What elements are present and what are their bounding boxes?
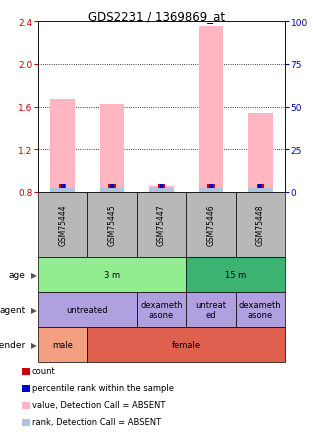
- Text: untreat
ed: untreat ed: [195, 300, 226, 319]
- Text: age: age: [8, 270, 25, 279]
- Bar: [186, 293, 236, 327]
- Bar: [38, 293, 137, 327]
- Text: count: count: [32, 367, 56, 376]
- Bar: [248, 188, 273, 193]
- Text: GSM75444: GSM75444: [58, 204, 67, 246]
- Text: gender: gender: [0, 340, 25, 349]
- Bar: [38, 193, 87, 257]
- Bar: [108, 185, 116, 188]
- Text: GSM75448: GSM75448: [256, 204, 265, 246]
- Text: GSM75446: GSM75446: [206, 204, 215, 246]
- Bar: [59, 185, 66, 188]
- Bar: [236, 293, 285, 327]
- Bar: [50, 100, 75, 193]
- Bar: [198, 27, 223, 193]
- Bar: [50, 188, 75, 193]
- Text: 15 m: 15 m: [225, 270, 246, 279]
- Bar: [38, 257, 186, 293]
- Text: female: female: [172, 340, 201, 349]
- Bar: [137, 293, 186, 327]
- Text: GSM75447: GSM75447: [157, 204, 166, 246]
- Text: dexameth
asone: dexameth asone: [239, 300, 282, 319]
- Bar: [110, 185, 114, 188]
- Bar: [160, 185, 163, 188]
- Text: ▶: ▶: [31, 340, 36, 349]
- Text: percentile rank within the sample: percentile rank within the sample: [32, 384, 174, 393]
- Bar: [207, 185, 215, 188]
- Text: GSM75445: GSM75445: [108, 204, 117, 246]
- Bar: [257, 185, 264, 188]
- Text: ▶: ▶: [31, 305, 36, 314]
- Text: ▶: ▶: [31, 270, 36, 279]
- Text: male: male: [52, 340, 73, 349]
- Bar: [186, 193, 236, 257]
- Bar: [100, 188, 125, 193]
- Bar: [248, 114, 273, 193]
- Bar: [236, 193, 285, 257]
- Bar: [61, 185, 65, 188]
- Bar: [149, 188, 174, 193]
- Bar: [198, 188, 223, 193]
- Text: agent: agent: [0, 305, 25, 314]
- Text: dexameth
asone: dexameth asone: [140, 300, 183, 319]
- Bar: [137, 193, 186, 257]
- Text: GDS2231 / 1369869_at: GDS2231 / 1369869_at: [88, 10, 225, 23]
- Bar: [209, 185, 213, 188]
- Text: rank, Detection Call = ABSENT: rank, Detection Call = ABSENT: [32, 418, 161, 427]
- Bar: [38, 327, 87, 362]
- Bar: [258, 185, 262, 188]
- Bar: [87, 193, 137, 257]
- Bar: [158, 185, 165, 188]
- Bar: [87, 327, 285, 362]
- Bar: [100, 105, 125, 193]
- Bar: [149, 186, 174, 193]
- Text: untreated: untreated: [67, 305, 108, 314]
- Bar: [186, 257, 285, 293]
- Text: value, Detection Call = ABSENT: value, Detection Call = ABSENT: [32, 401, 165, 410]
- Text: 3 m: 3 m: [104, 270, 120, 279]
